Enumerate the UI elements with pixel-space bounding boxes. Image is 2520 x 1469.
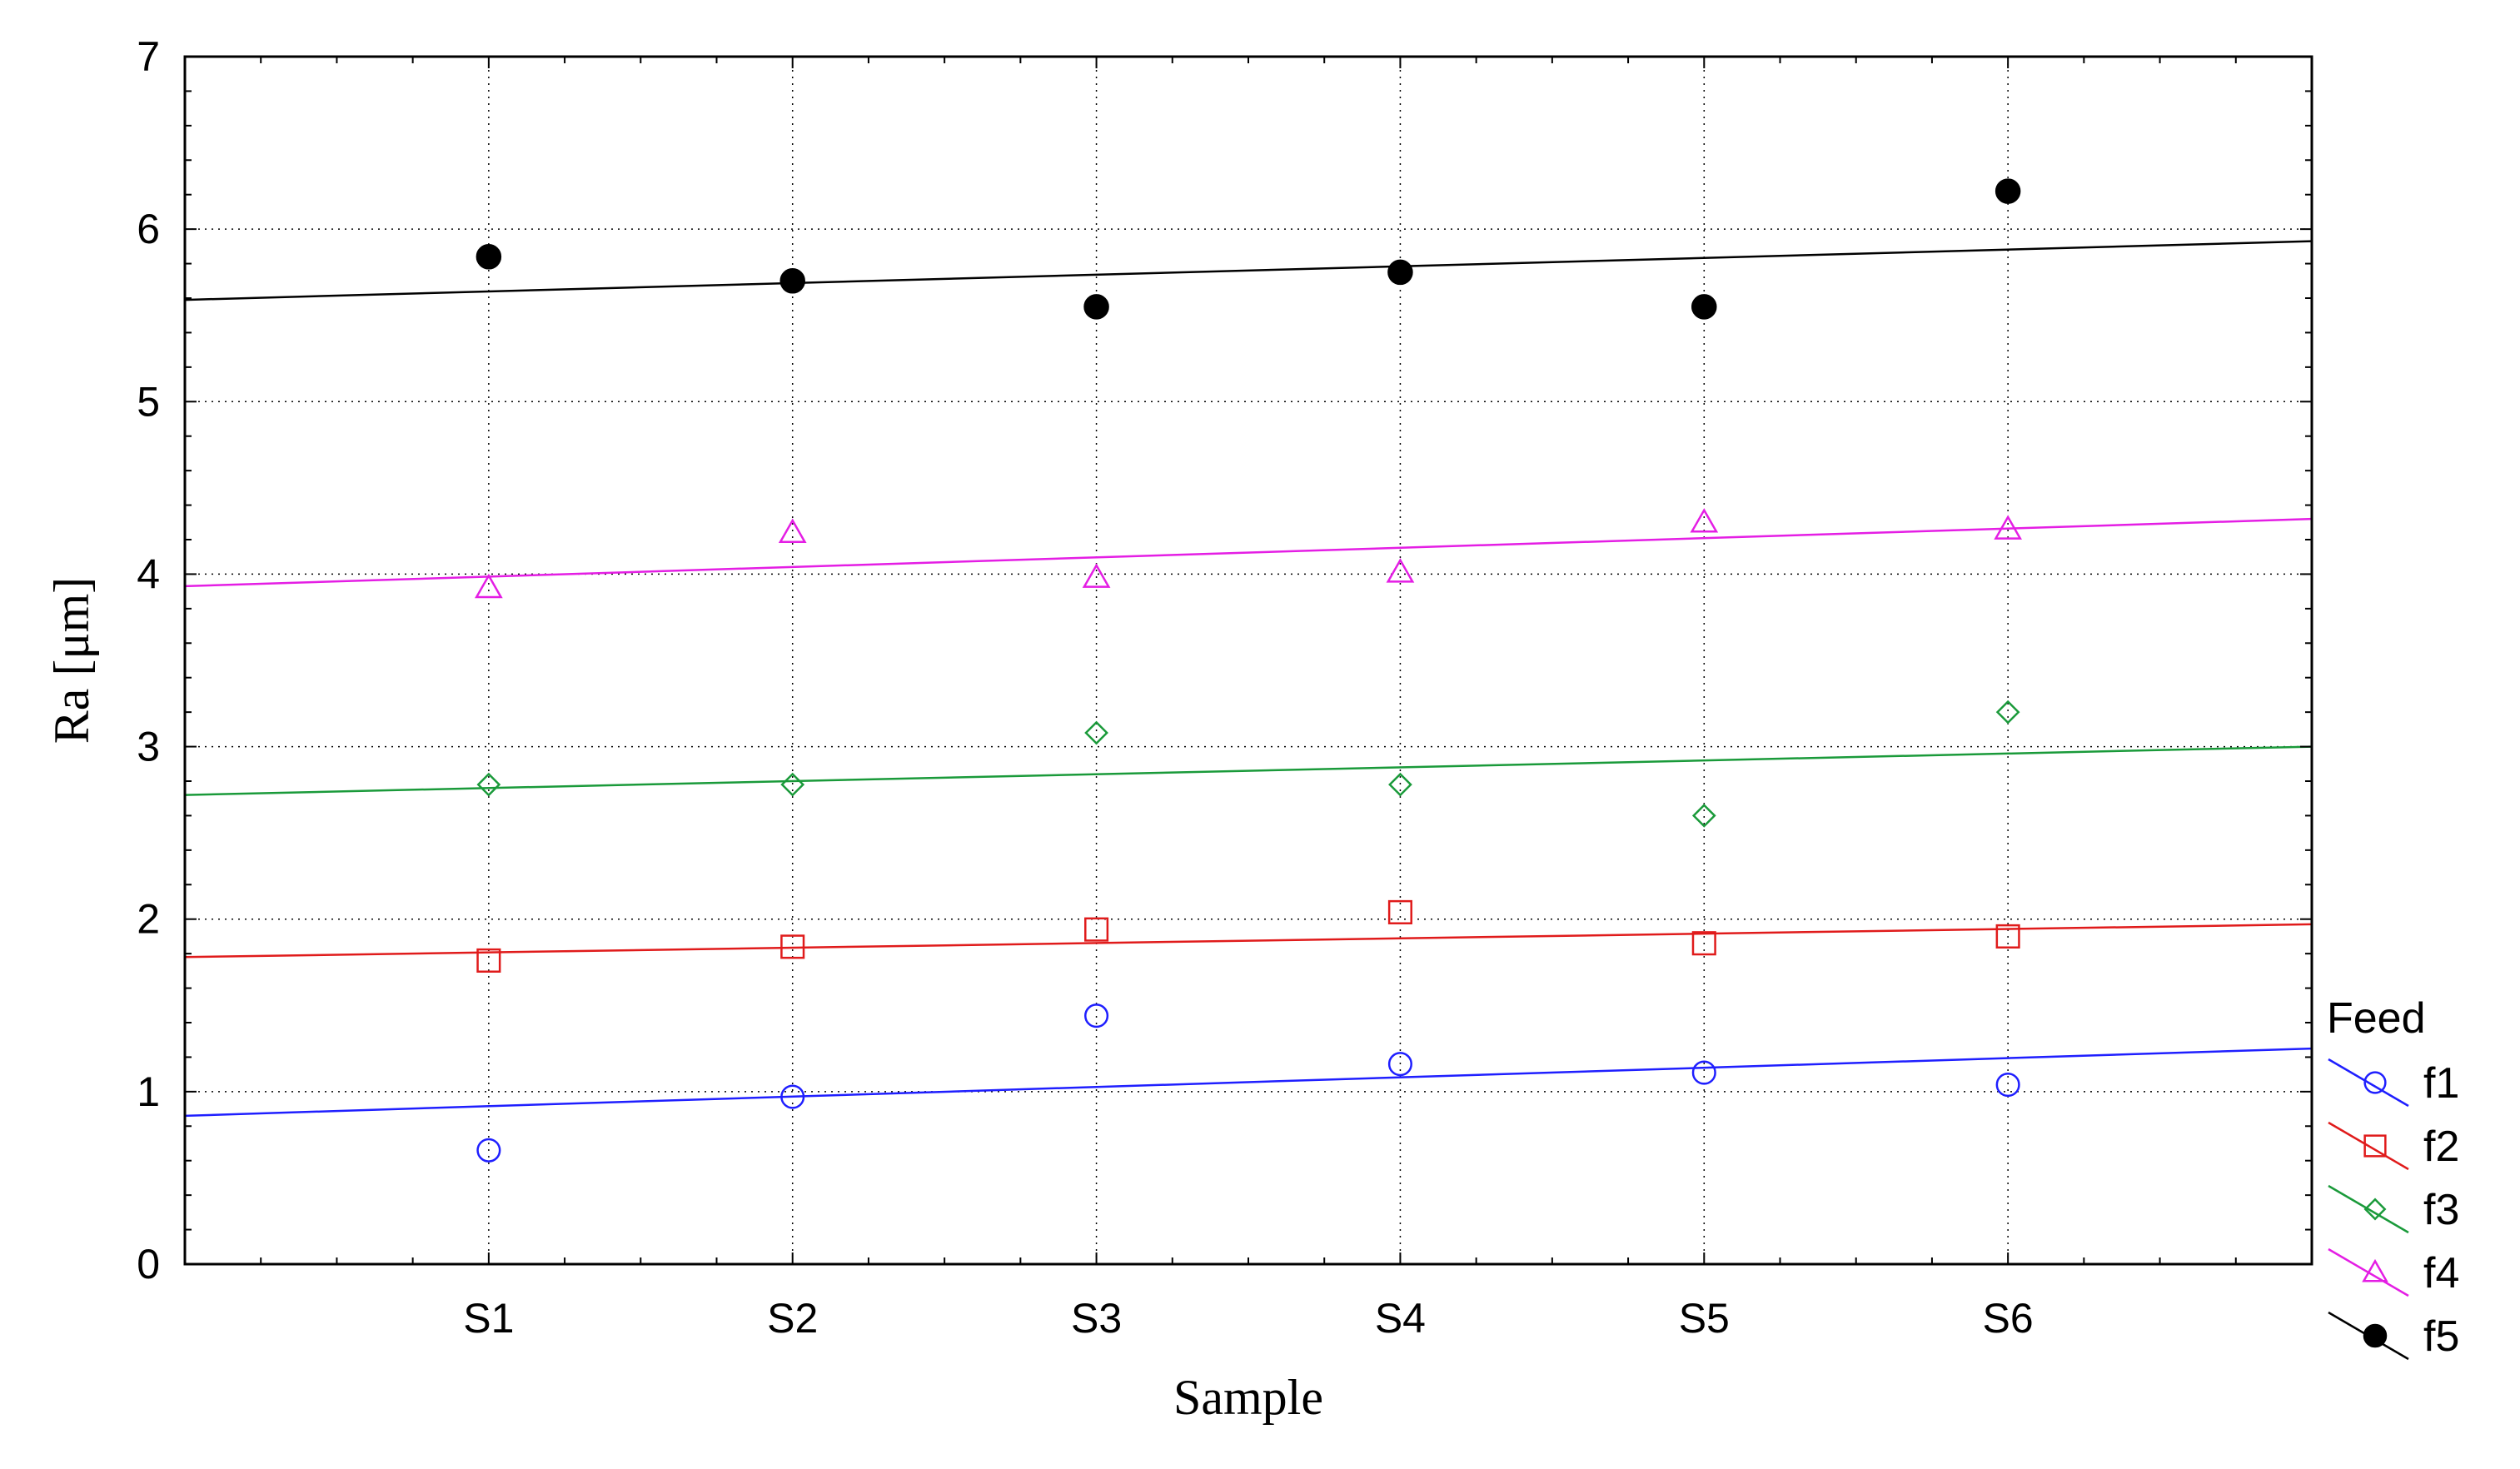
point-f1-S2 — [780, 1084, 805, 1109]
point-f2-S2 — [780, 934, 805, 959]
legend-label-f2: f2 — [2423, 1123, 2459, 1171]
point-f1-S1 — [476, 1138, 501, 1163]
fit-line-f2 — [184, 923, 2313, 959]
fit-line-f3 — [184, 745, 2313, 796]
point-f1-S3 — [1084, 1003, 1109, 1028]
fit-line-f4 — [184, 517, 2313, 588]
point-f2-S3 — [1084, 917, 1109, 942]
legend-line-f1 — [2328, 1058, 2409, 1108]
y-tick-label: 5 — [137, 378, 160, 425]
point-f5-S4 — [1387, 259, 1413, 286]
point-f3-S2 — [780, 772, 805, 797]
y-tick-label: 1 — [137, 1068, 160, 1115]
legend: Feed f1 f2 f3 f4 f5 — [2327, 994, 2459, 1361]
point-f3-S1 — [476, 772, 501, 797]
y-tick-label: 3 — [137, 724, 160, 770]
point-f2-S4 — [1387, 899, 1412, 924]
y-tick-label: 6 — [137, 206, 160, 252]
legend-label-f4: f4 — [2423, 1249, 2459, 1297]
legend-marker-f5 — [2363, 1323, 2388, 1348]
y-tick-label: 0 — [137, 1241, 160, 1287]
point-f3-S6 — [1995, 700, 2020, 725]
point-f4-S4 — [1386, 558, 1415, 583]
point-f5-S1 — [476, 244, 502, 270]
x-tick-label: S3 — [1071, 1295, 1122, 1342]
point-f3-S3 — [1084, 720, 1108, 745]
legend-marker-f1 — [2363, 1071, 2387, 1094]
fit-lines — [184, 240, 2313, 1118]
point-f4-S6 — [1994, 515, 2022, 540]
y-tick-label: 2 — [137, 896, 160, 943]
point-f5-S5 — [1691, 294, 1717, 320]
x-tick-label: S4 — [1375, 1295, 1426, 1342]
fit-line-f1 — [184, 1047, 2313, 1118]
point-f5-S3 — [1083, 294, 1109, 320]
x-tick-label: S5 — [1679, 1295, 1730, 1342]
legend-label-f3: f3 — [2423, 1186, 2459, 1234]
y-tick-label: 7 — [137, 33, 160, 80]
legend-title: Feed — [2327, 994, 2426, 1043]
legend-line-f2 — [2328, 1121, 2409, 1171]
point-f1-S4 — [1387, 1052, 1412, 1077]
y-tick-label: 4 — [137, 550, 160, 597]
legend-line-f3 — [2328, 1184, 2409, 1234]
point-f2-S1 — [476, 948, 501, 973]
point-f2-S5 — [1691, 931, 1716, 956]
x-tick-label: S1 — [463, 1295, 514, 1342]
point-f2-S6 — [1995, 924, 2020, 949]
legend-marker-f3 — [2363, 1198, 2387, 1221]
x-axis-tick-labels: S1 S2 S3 S4 S5 S6 — [463, 1295, 2033, 1342]
point-f1-S6 — [1995, 1073, 2020, 1098]
x-tick-label: S6 — [1983, 1295, 2034, 1342]
x-tick-label: S2 — [767, 1295, 818, 1342]
y-axis-title: Ra [μm] — [44, 577, 99, 744]
fit-line-f5 — [184, 240, 2313, 301]
data-points — [475, 178, 2022, 1163]
point-f3-S4 — [1388, 772, 1412, 797]
point-f3-S5 — [1691, 804, 1716, 828]
legend-marker-f4 — [2362, 1258, 2388, 1282]
point-f4-S5 — [1690, 508, 1719, 533]
legend-label-f1: f1 — [2423, 1059, 2459, 1108]
legend-label-f5: f5 — [2423, 1312, 2459, 1361]
x-axis-title: Sample — [1173, 1370, 1323, 1425]
point-f5-S6 — [1995, 178, 2021, 204]
axis-ticks — [184, 56, 2313, 1265]
point-f4-S1 — [475, 573, 503, 599]
point-f5-S2 — [779, 268, 805, 294]
point-f1-S5 — [1691, 1060, 1716, 1085]
point-f4-S3 — [1082, 563, 1111, 588]
y-axis-tick-labels: 0 1 2 3 4 5 6 7 — [137, 33, 160, 1287]
point-f4-S2 — [778, 518, 807, 543]
legend-marker-f2 — [2363, 1134, 2387, 1158]
